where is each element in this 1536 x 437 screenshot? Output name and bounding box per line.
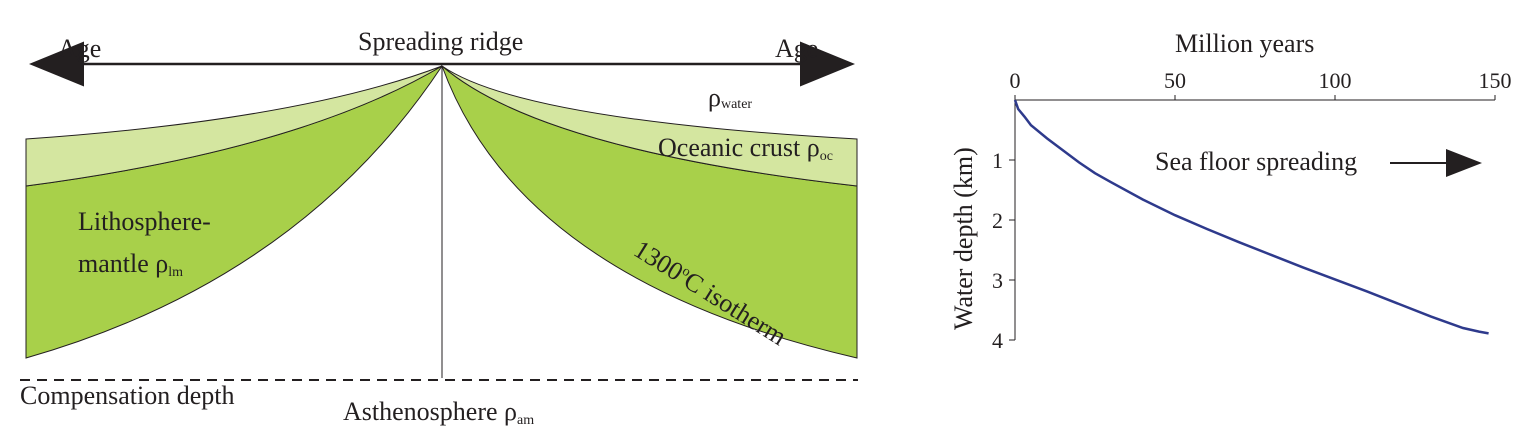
left-oceanic-crust <box>25 65 443 187</box>
compensation-depth-label: Compensation depth <box>20 381 234 410</box>
y-tick-label: 4 <box>992 328 1003 353</box>
x-tick-label: 0 <box>1010 68 1021 93</box>
y-tick-label: 1 <box>992 148 1003 173</box>
lithosphere-label-line2: mantle ρlm <box>78 249 183 280</box>
asthenosphere-label: Asthenosphere ρam <box>343 397 534 428</box>
right-lithosphere-mantle <box>440 64 858 359</box>
y-tick-group: 1 2 3 4 <box>992 148 1015 353</box>
lithosphere-label-line1: Lithosphere- <box>78 207 211 236</box>
y-tick-label: 3 <box>992 268 1003 293</box>
x-tick-label: 50 <box>1164 68 1186 93</box>
x-tick-group: 0 50 100 150 <box>1010 68 1512 100</box>
y-tick-label: 2 <box>992 208 1003 233</box>
right-oceanic-crust <box>441 65 858 187</box>
sea-floor-spreading-label: Sea floor spreading <box>1155 147 1357 176</box>
depth-curve-line <box>1013 99 1489 335</box>
age-right-label: Age <box>775 34 818 63</box>
age-left-label: Age <box>58 34 101 63</box>
y-axis-label: Water depth (km) <box>949 147 978 330</box>
x-tick-label: 150 <box>1479 68 1512 93</box>
ridge-diagram: Age Age Spreading ridge ρwater Oceanic c… <box>20 27 858 428</box>
x-tick-label: 100 <box>1319 68 1352 93</box>
x-axis-label: Million years <box>1175 29 1314 58</box>
oceanic-crust-label: Oceanic crust ρoc <box>658 133 833 164</box>
rho-water-label: ρwater <box>708 83 752 112</box>
depth-age-chart: Million years Water depth (km) 0 50 100 150… <box>949 29 1512 353</box>
spreading-ridge-label: Spreading ridge <box>358 27 523 56</box>
